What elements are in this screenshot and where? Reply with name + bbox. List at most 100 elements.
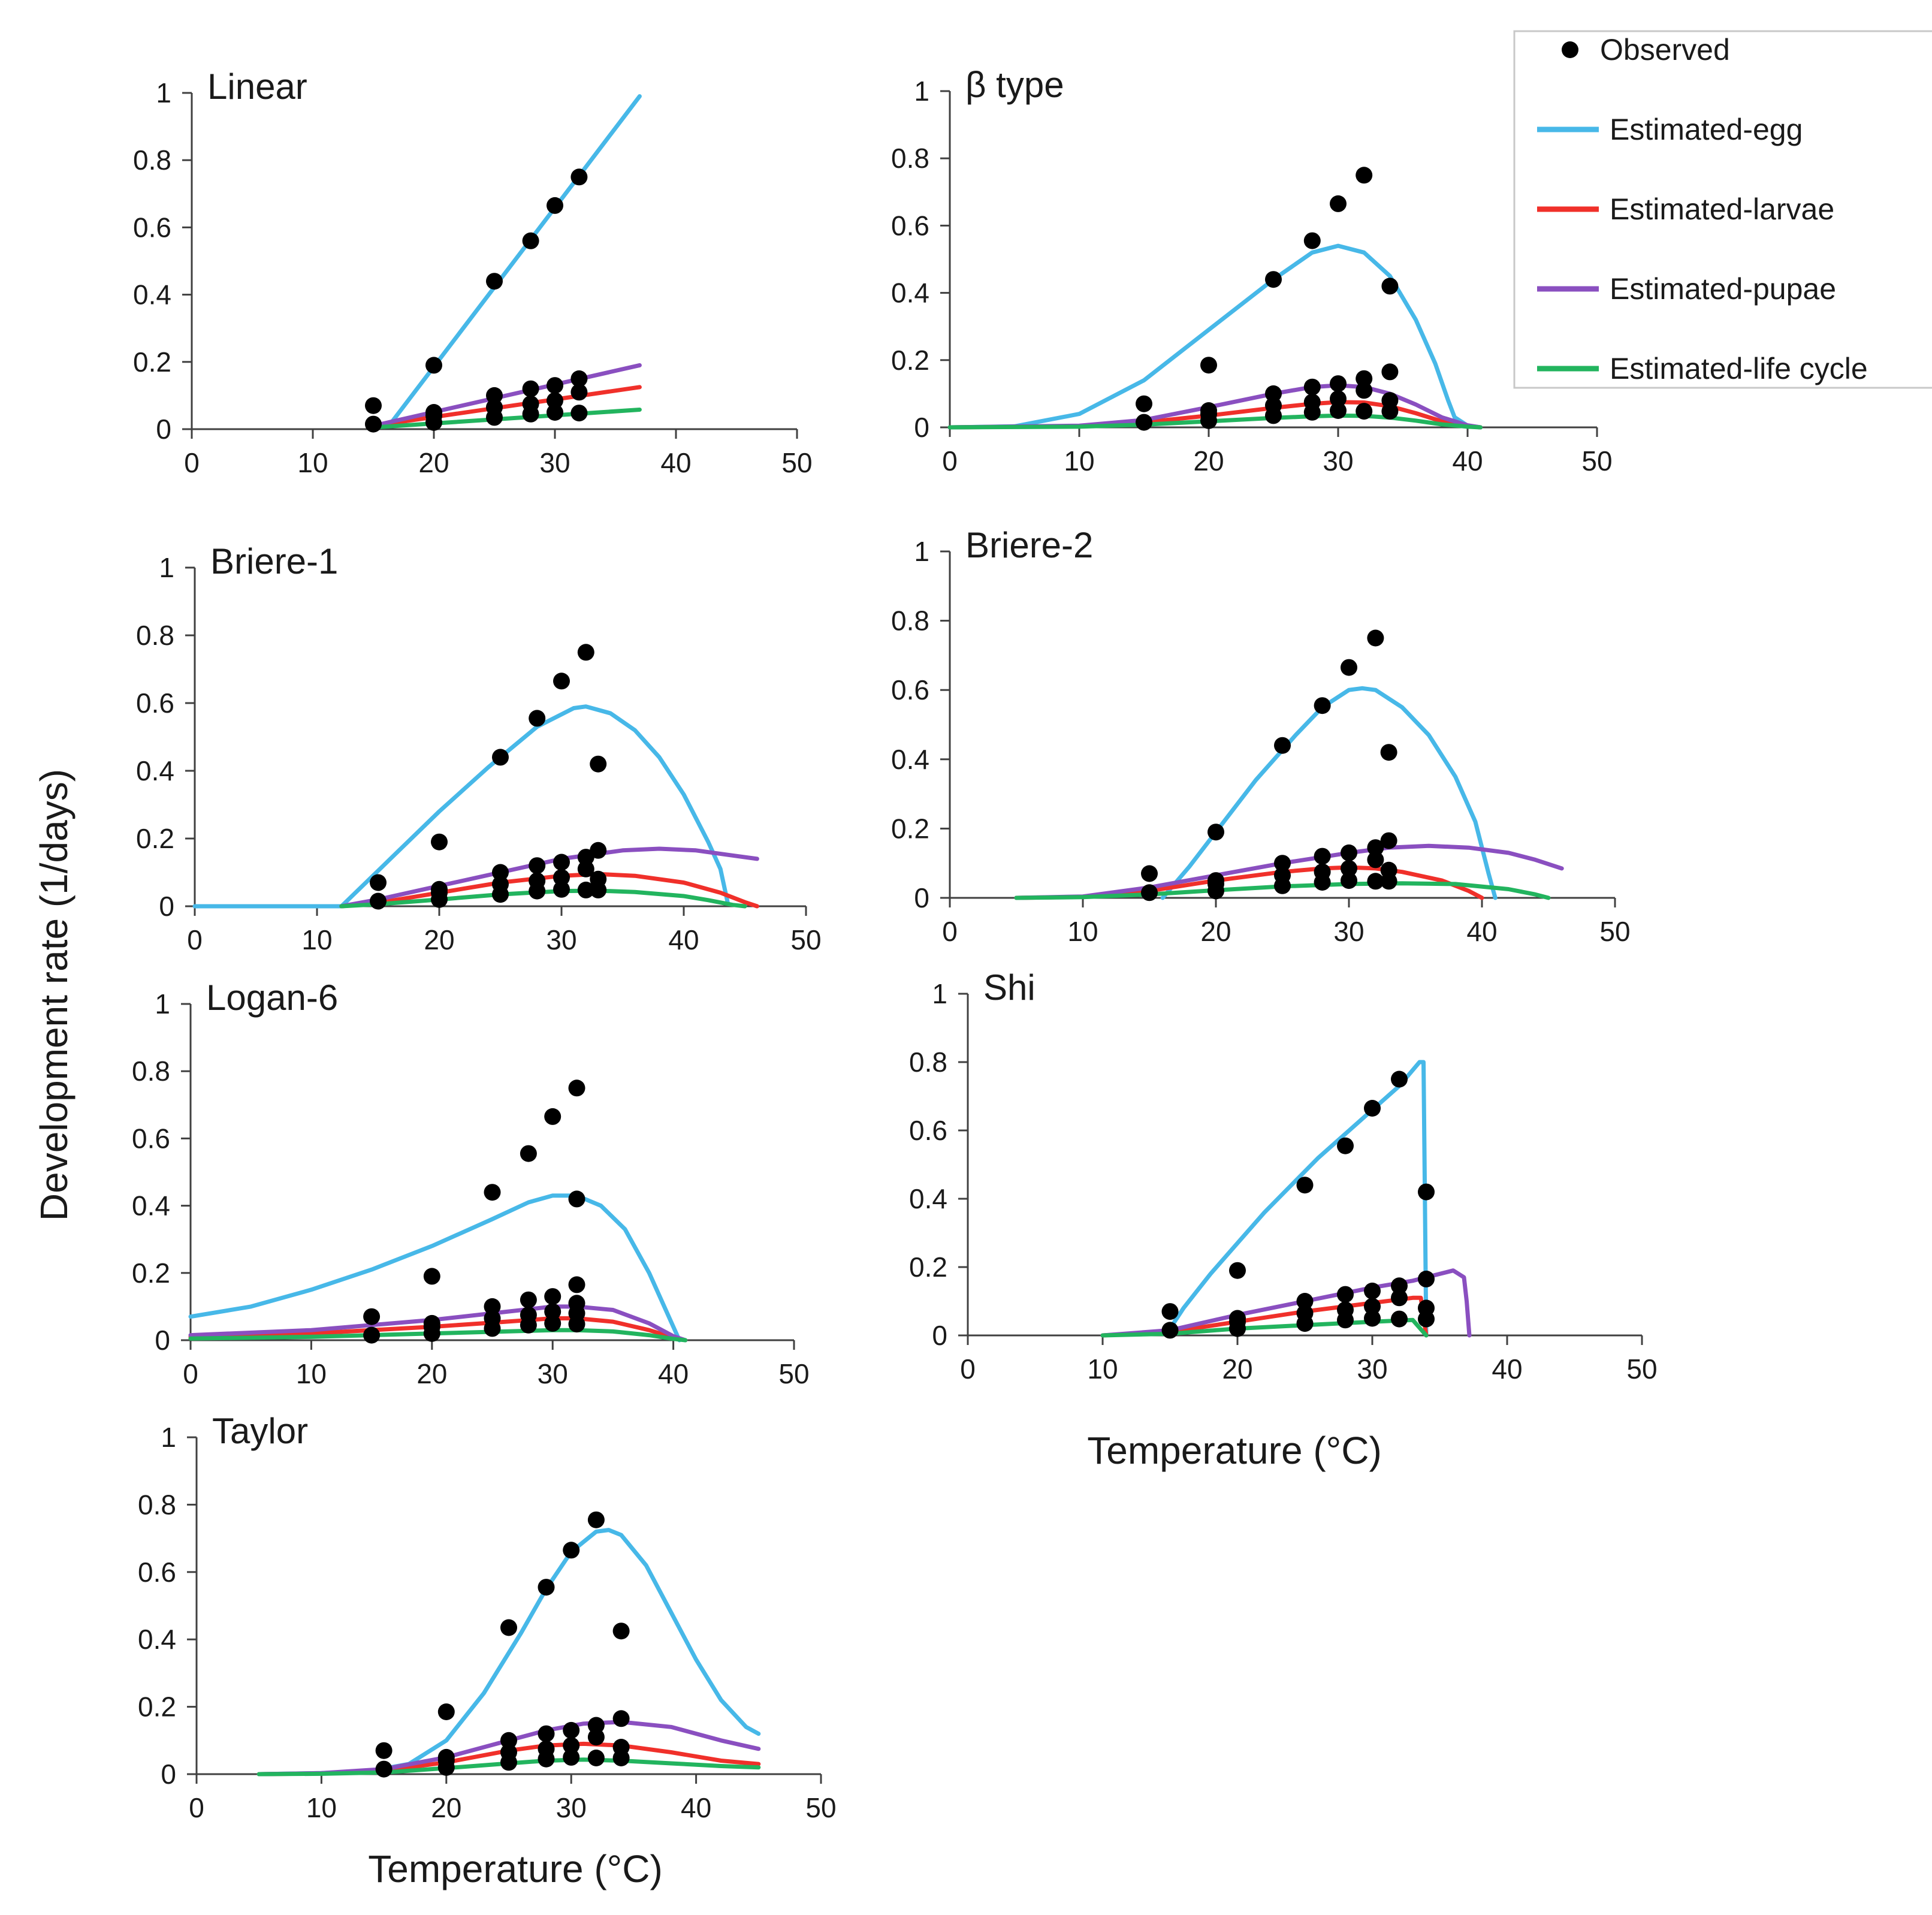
observed-point [1391, 1277, 1408, 1295]
x-tick-label: 0 [189, 1792, 204, 1823]
x-tick-label: 20 [418, 447, 449, 478]
observed-point [1337, 1286, 1354, 1303]
observed-point [547, 377, 563, 394]
y-tick-label: 0 [914, 412, 929, 443]
observed-point [1341, 844, 1357, 861]
observed-point [1229, 1262, 1246, 1279]
y-tick-label: 0.2 [909, 1251, 947, 1283]
x-tick-label: 30 [1357, 1353, 1387, 1385]
observed-point [538, 1579, 555, 1596]
observed-point [577, 860, 594, 877]
x-tick-label: 40 [1492, 1353, 1522, 1385]
x-tick-label: 20 [431, 1792, 461, 1823]
observed-point [1356, 403, 1373, 420]
y-tick-label: 0.4 [138, 1624, 176, 1655]
x-tick-label: 50 [1581, 445, 1612, 477]
y-tick-label: 0.2 [891, 813, 929, 844]
observed-point [590, 842, 607, 859]
y-tick-label: 0.8 [909, 1047, 947, 1078]
observed-point [1381, 363, 1399, 381]
x-tick-label: 20 [1222, 1353, 1252, 1385]
observed-point [1314, 697, 1331, 714]
observed-point [423, 1325, 440, 1342]
x-tick-label: 20 [1200, 916, 1231, 947]
x-tick-label: 10 [296, 1358, 327, 1389]
observed-point [547, 392, 563, 409]
observed-point [587, 1729, 605, 1746]
y-tick-label: 0.2 [136, 823, 174, 854]
observed-point [587, 1750, 605, 1766]
panel-logan-6: 0 10 20 30 40 50 0 0.2 0.4 0.6 0.8 1 Logan-6 [132, 978, 810, 1389]
x-tick-label: 20 [1193, 445, 1224, 477]
observed-point [484, 1184, 501, 1201]
x-axis-title-right: Temperature (°C) [1087, 1429, 1382, 1472]
x-tick-label: 30 [556, 1792, 587, 1823]
observed-point [375, 1742, 393, 1759]
observed-point [612, 1710, 630, 1727]
observed-point [1296, 1293, 1314, 1310]
observed-point [563, 1542, 580, 1559]
observed-point [1356, 167, 1373, 184]
observed-point [1380, 744, 1397, 761]
observed-point [1391, 1310, 1408, 1328]
y-tick-label: 0 [914, 882, 929, 913]
observed-point [1296, 1315, 1314, 1332]
observed-point [1274, 737, 1291, 754]
series-line-estimated-egg [1168, 1060, 1429, 1338]
x-tick-label: 50 [778, 1358, 809, 1389]
observed-point [370, 892, 387, 910]
observed-point [563, 1737, 580, 1754]
observed-point [520, 1291, 537, 1308]
y-tick-label: 0.8 [138, 1489, 176, 1520]
observed-point [363, 1326, 381, 1344]
observed-point [1208, 882, 1224, 900]
y-tick-label: 1 [155, 988, 170, 1020]
observed-point [1141, 865, 1158, 882]
series-line-estimated-larvae [371, 385, 642, 428]
y-tick-label: 0.6 [909, 1115, 947, 1146]
observed-point [577, 644, 594, 661]
observed-point [484, 1298, 501, 1315]
observed-point [1381, 403, 1399, 420]
x-tick-label: 50 [781, 447, 812, 478]
observed-point [1296, 1177, 1314, 1194]
observed-point [1330, 402, 1347, 419]
x-tick-label: 50 [805, 1792, 836, 1823]
observed-point [1161, 1303, 1179, 1320]
y-tick-label: 0.4 [891, 278, 929, 309]
y-tick-label: 0.4 [909, 1183, 947, 1214]
y-tick-label: 0 [161, 1759, 176, 1790]
observed-point [553, 854, 570, 871]
x-tick-label: 30 [546, 924, 576, 955]
observed-point [365, 397, 382, 414]
legend-label: Estimated-larvae [1610, 192, 1834, 226]
observed-point [1341, 860, 1357, 877]
y-tick-label: 1 [932, 978, 947, 1009]
y-tick-label: 0.8 [132, 1055, 170, 1087]
observed-point [1367, 839, 1384, 857]
observed-point [1356, 370, 1373, 387]
x-tick-label: 40 [1466, 916, 1497, 947]
y-tick-label: 0.8 [891, 143, 929, 174]
x-tick-label: 50 [1599, 916, 1630, 947]
panel-title: Taylor [212, 1411, 308, 1451]
observed-point [486, 409, 503, 426]
observed-point [1364, 1100, 1381, 1117]
observed-point [520, 1145, 537, 1162]
observed-point [1364, 1298, 1381, 1315]
observed-point [484, 1320, 501, 1337]
observed-point [568, 1276, 585, 1293]
observed-point [522, 380, 539, 397]
observed-point [538, 1750, 555, 1768]
observed-point [1303, 403, 1321, 421]
series-line-estimated-egg [188, 1193, 682, 1343]
observed-point [1364, 1282, 1381, 1299]
x-tick-label: 0 [960, 1353, 976, 1385]
observed-point [486, 387, 503, 404]
observed-point [544, 1288, 562, 1305]
observed-point [568, 1316, 585, 1333]
x-axis-title-bottom: Temperature (°C) [368, 1847, 663, 1890]
series-line-estimated-pupae [1100, 1268, 1472, 1338]
observed-point [1418, 1310, 1435, 1328]
observed-point [437, 1759, 455, 1776]
